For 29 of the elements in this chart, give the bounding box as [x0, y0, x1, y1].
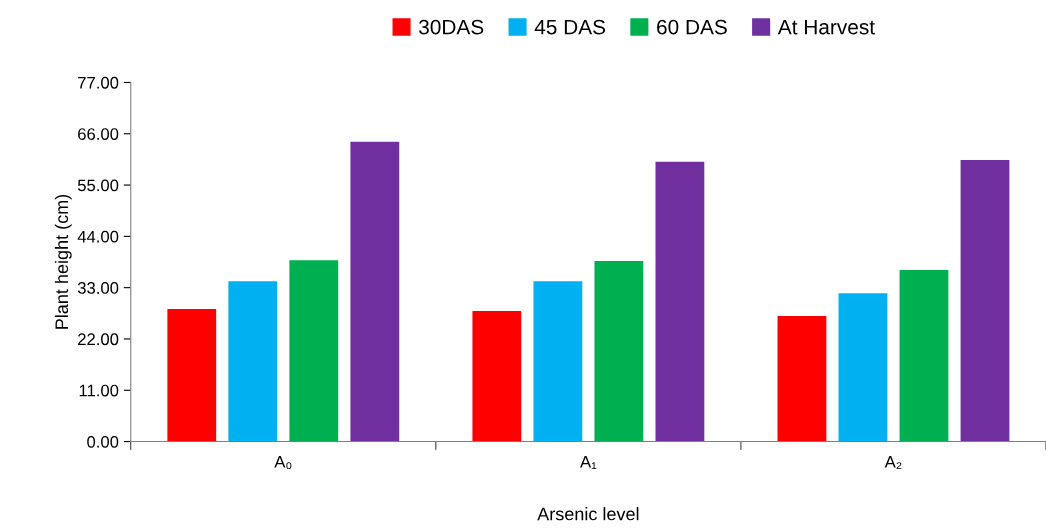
bar	[472, 310, 522, 442]
y-tick-label: 11.00	[79, 384, 119, 397]
bar	[594, 261, 644, 442]
y-tick-label: 0.00	[87, 435, 119, 448]
bar	[289, 260, 339, 442]
x-tick-label: A₀	[274, 456, 292, 470]
x-axis-title: Arsenic level	[537, 507, 639, 521]
y-tick-label: 77.00	[78, 76, 119, 89]
y-tick-label: 66.00	[78, 128, 119, 140]
bar	[655, 161, 705, 442]
bar	[960, 159, 1010, 442]
legend-label: At Harvest	[777, 19, 875, 35]
bar	[167, 309, 217, 442]
bar	[350, 141, 400, 442]
bar	[228, 281, 278, 442]
legend-label: 60 DAS	[657, 19, 727, 35]
bar	[777, 316, 827, 442]
y-axis-title: Plant height (cm)	[54, 194, 72, 329]
bar	[838, 293, 888, 442]
bar	[899, 269, 949, 442]
x-tick-label: A₂	[884, 456, 902, 469]
bar	[533, 281, 583, 442]
y-tick-label: 22.00	[78, 333, 119, 346]
legend-label: 30DAS	[419, 19, 484, 35]
y-tick-label: 55.00	[77, 179, 119, 192]
legend-label: 45 DAS	[534, 19, 606, 35]
x-tick-label: A₁	[580, 456, 597, 469]
y-tick-label: 33.00	[77, 282, 119, 294]
y-tick-label: 44.00	[77, 230, 119, 243]
